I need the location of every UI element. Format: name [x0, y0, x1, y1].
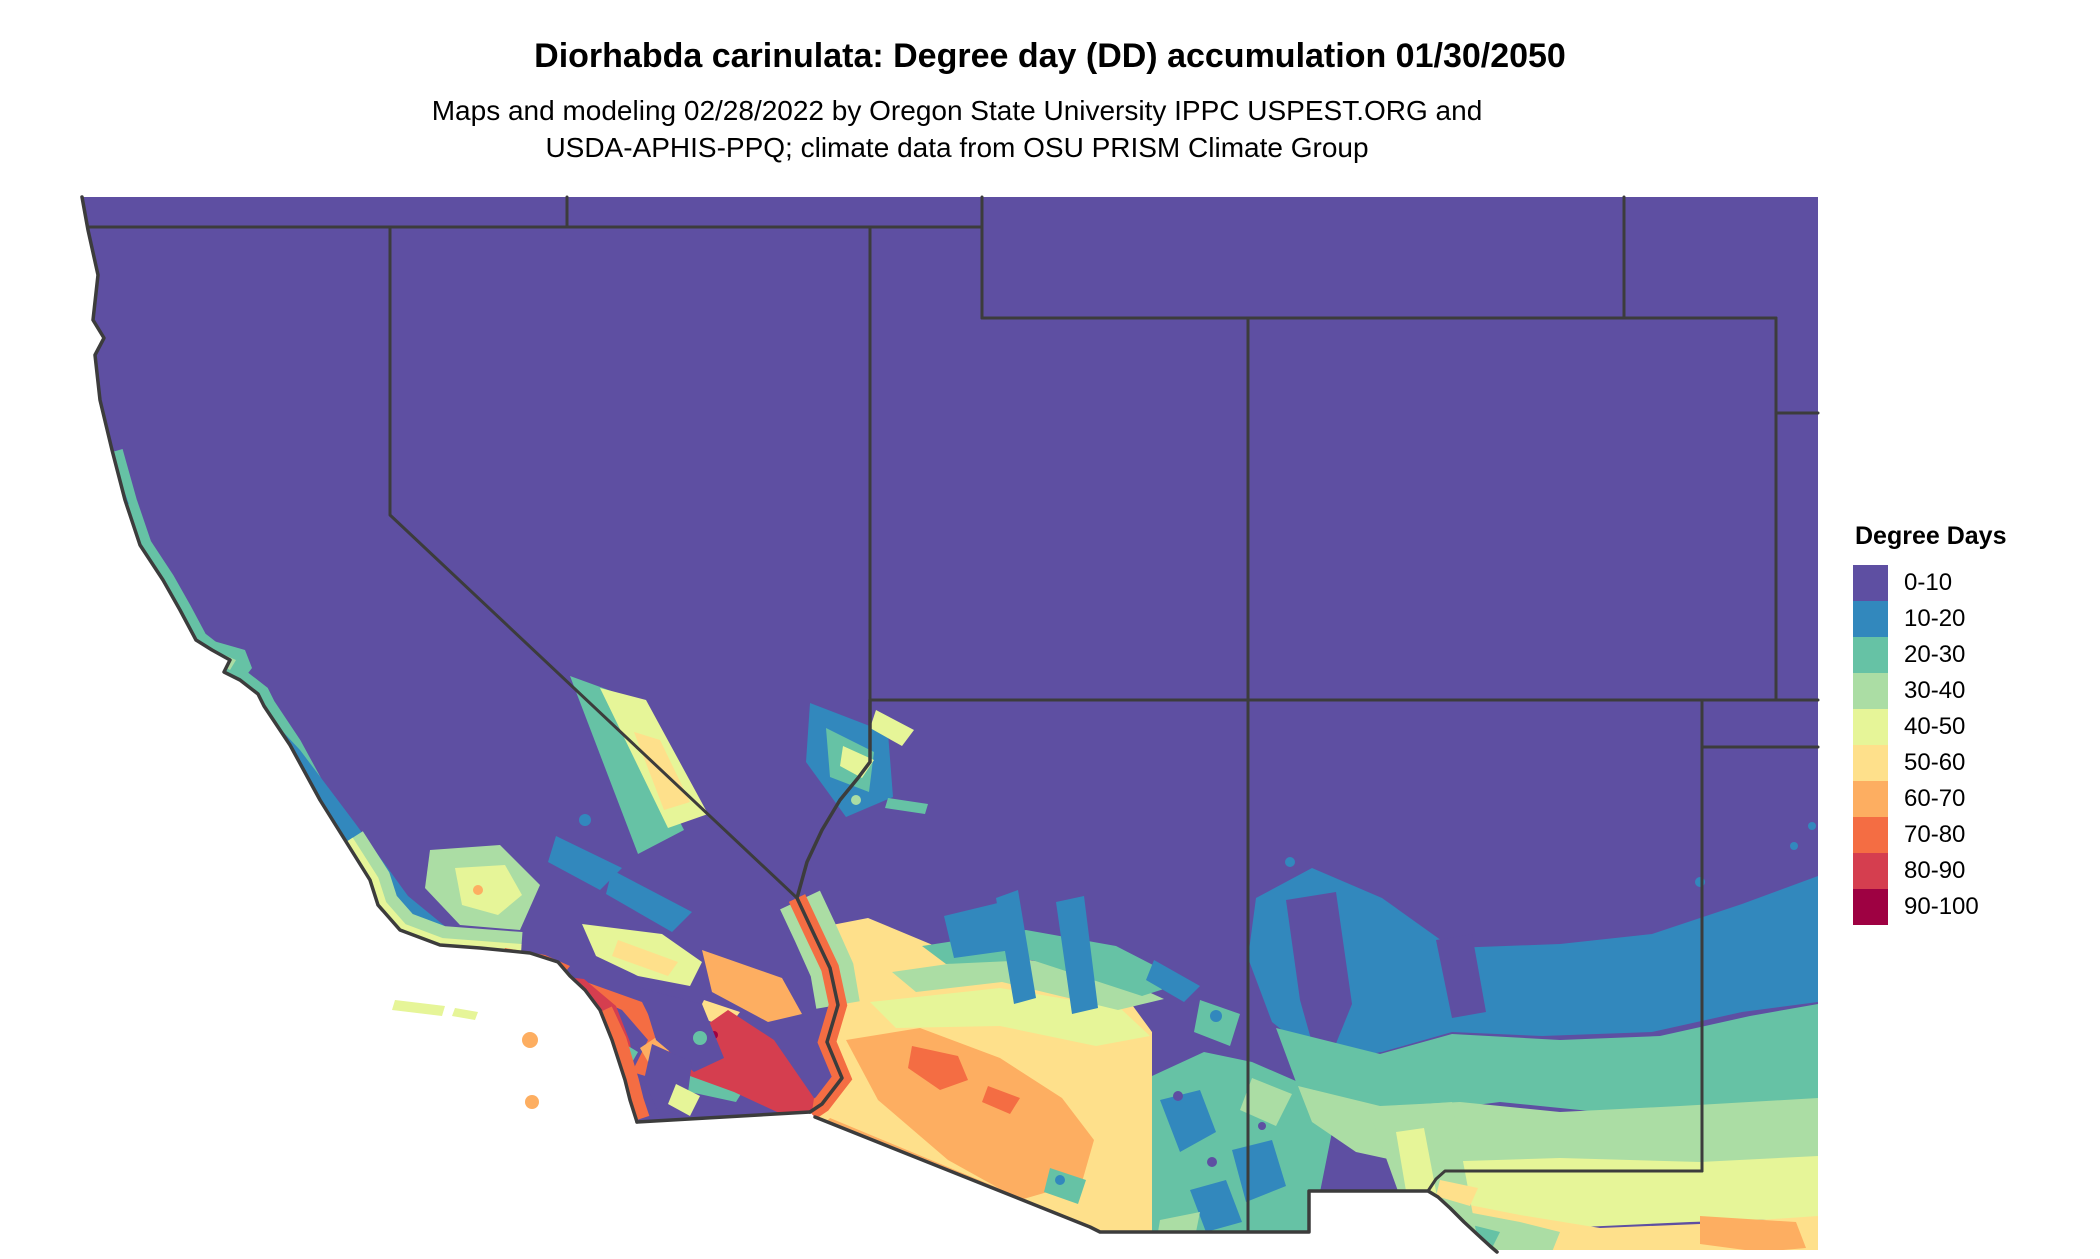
- legend-swatch: [1853, 637, 1888, 673]
- legend-item: 0-10: [1853, 565, 2006, 601]
- legend-swatch: [1853, 745, 1888, 781]
- legend-label: 30-40: [1904, 677, 1966, 704]
- legend-swatch: [1853, 565, 1888, 601]
- channel-islands: [392, 1000, 539, 1109]
- legend: Degree Days 0-10 10-20 20-30 30-40 40-50 50-6…: [1853, 522, 2006, 925]
- legend-swatch: [1853, 601, 1888, 637]
- legend-rows: 0-10 10-20 20-30 30-40 40-50 50-60 60-70 70-80 8…: [1853, 565, 2006, 925]
- legend-swatch: [1853, 853, 1888, 889]
- legend-item: 20-30: [1853, 637, 2006, 673]
- legend-item: 80-90: [1853, 853, 2006, 889]
- legend-item: 60-70: [1853, 781, 2006, 817]
- coastline: [80, 195, 639, 1124]
- legend-item: 40-50: [1853, 709, 2006, 745]
- legend-swatch: [1853, 673, 1888, 709]
- figure-subtitle: Maps and modeling 02/28/2022 by Oregon S…: [0, 92, 1914, 166]
- legend-label: 90-100: [1904, 893, 1979, 920]
- california-nevada-border: [388, 225, 799, 900]
- legend-swatch: [1853, 781, 1888, 817]
- figure-title: Diorhabda carinulata: Degree day (DD) ac…: [534, 37, 1566, 75]
- legend-label: 40-50: [1904, 713, 1966, 740]
- state-borders: [86, 195, 1820, 1234]
- legend-label: 10-20: [1904, 605, 1966, 632]
- legend-swatch: [1853, 709, 1888, 745]
- legend-label: 60-70: [1904, 785, 1966, 812]
- legend-label: 80-90: [1904, 857, 1966, 884]
- legend-label: 20-30: [1904, 641, 1966, 668]
- mexico-border-line: [635, 1110, 1499, 1254]
- subtitle-line-2: USDA-APHIS-PPQ; climate data from OSU PR…: [545, 132, 1369, 163]
- legend-item: 10-20: [1853, 601, 2006, 637]
- colorado-river-line: [795, 698, 872, 1114]
- legend-title: Degree Days: [1855, 522, 2007, 550]
- boundary-lines: [80, 195, 1820, 1254]
- legend-item: 70-80: [1853, 817, 2006, 853]
- new-mexico-texas-border: [1426, 1169, 1704, 1193]
- legend-item: 30-40: [1853, 673, 2006, 709]
- legend-swatch: [1853, 889, 1888, 925]
- legend-item: 90-100: [1853, 889, 2006, 925]
- legend-label: 70-80: [1904, 821, 1966, 848]
- legend-swatch: [1853, 817, 1888, 853]
- legend-item: 50-60: [1853, 745, 2006, 781]
- subtitle-line-1: Maps and modeling 02/28/2022 by Oregon S…: [431, 95, 1483, 126]
- legend-label: 50-60: [1904, 749, 1966, 776]
- legend-label: 0-10: [1904, 569, 1953, 596]
